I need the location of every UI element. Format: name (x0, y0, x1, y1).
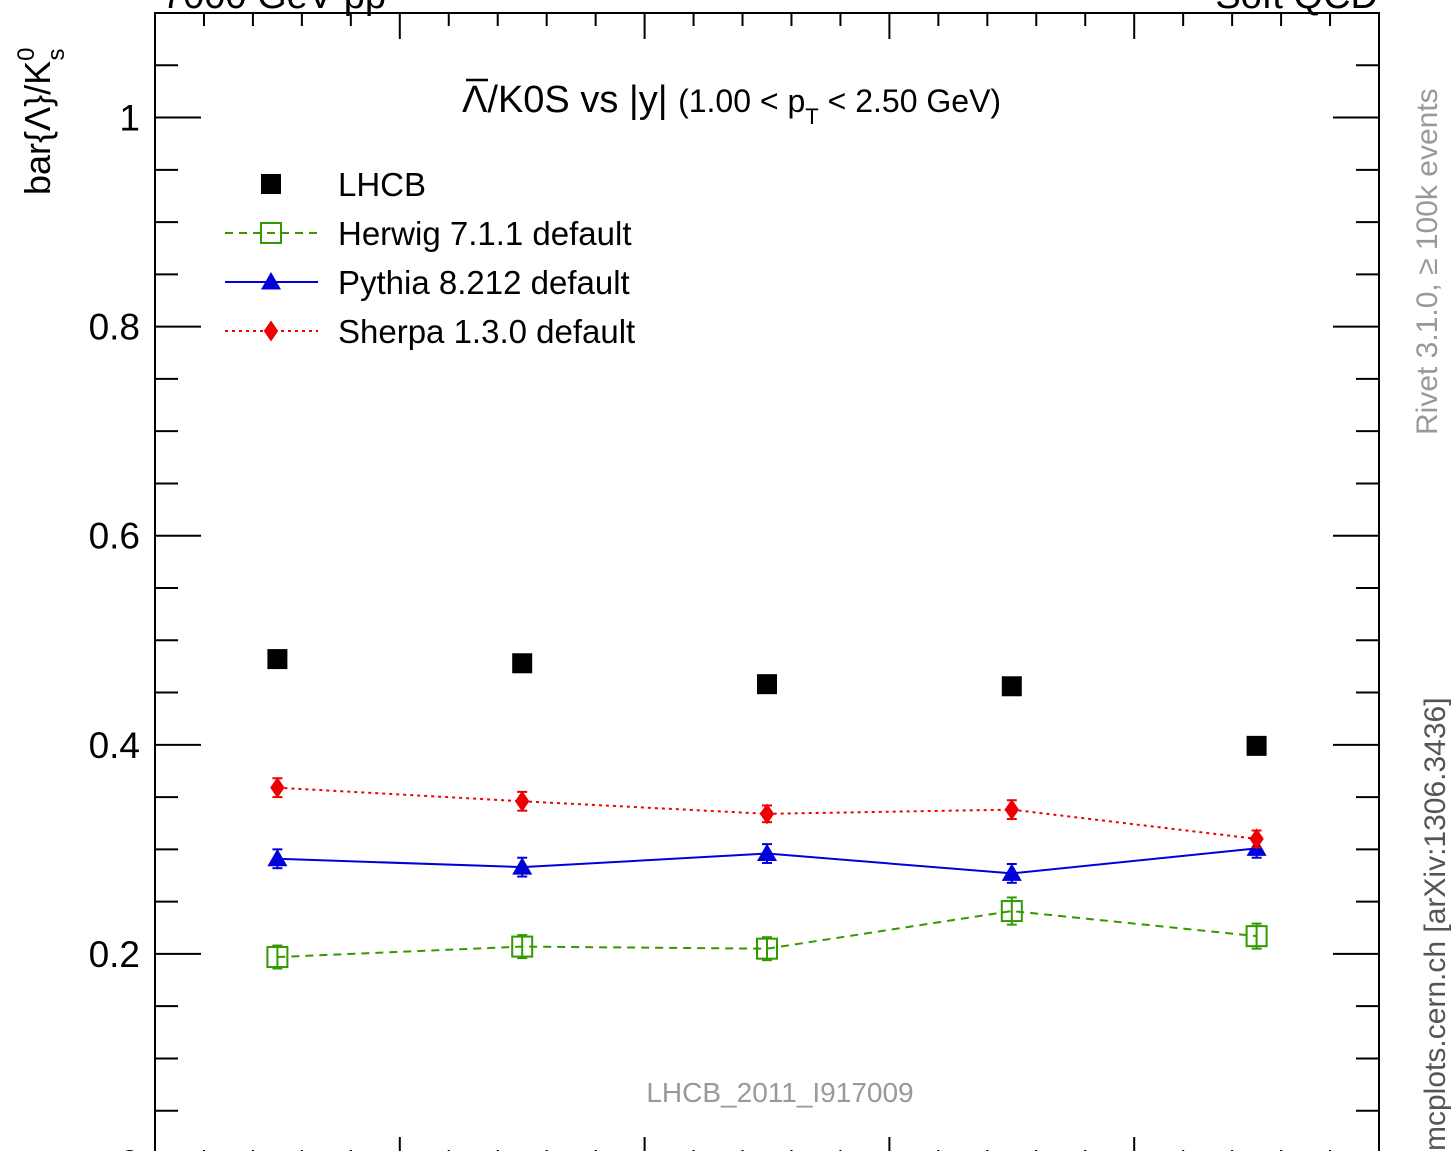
analysis-label: LHCB_2011_I917009 (646, 1077, 913, 1108)
series-line (277, 910, 1257, 959)
axis-ticks (155, 13, 1379, 1151)
marker-square (260, 222, 282, 244)
legend-label: Herwig 7.1.1 default (338, 215, 632, 252)
y-tick-label: 1 (119, 98, 140, 139)
legend-item: LHCB (261, 166, 426, 203)
series-pythia (267, 837, 1267, 884)
data-point (759, 803, 775, 825)
header-left: 7000 GeV pp (162, 0, 386, 17)
data-point (1000, 900, 1023, 923)
data-point (512, 653, 533, 674)
y-tick-label-zero: 0 (119, 1143, 140, 1151)
data-point (1246, 735, 1267, 756)
y-tick-label: 0.2 (89, 934, 140, 975)
data-point (512, 857, 533, 875)
mcplots-label: mcplots.cern.ch [arXiv:1306.3436] (1419, 697, 1452, 1151)
marker-square (1000, 900, 1023, 923)
data-point (261, 272, 281, 290)
legend: LHCB Herwig 7.1.1 default Pythia 8.212 def… (225, 166, 635, 350)
marker-square (266, 946, 289, 969)
data-point (261, 174, 281, 194)
series-layer (266, 649, 1268, 970)
y-axis-label-sub: s (43, 49, 70, 61)
legend-item: Sherpa 1.3.0 default (225, 313, 635, 350)
data-point (1249, 828, 1264, 850)
data-point (270, 777, 285, 799)
plot-title: Λ/K0S vs |y| (1.00 < pT < 2.50 GeV) (462, 79, 1001, 129)
plot-title-range: (1.00 < p (678, 83, 805, 119)
marker-square (1245, 925, 1268, 948)
y-tick-labels: 0.2 0.4 0.6 0.8 1 0 (89, 98, 140, 1151)
series-herwig (266, 896, 1268, 970)
y-tick-label: 0.8 (89, 307, 140, 348)
y-tick-label: 0.4 (89, 725, 140, 766)
header-right: Soft QCD (1215, 0, 1378, 17)
legend-item: Herwig 7.1.1 default (225, 215, 632, 252)
data-point (756, 937, 778, 960)
data-point (266, 946, 289, 969)
series-lhcb (267, 649, 1267, 756)
y-axis-label-main: bar{Λ}/K (17, 61, 58, 195)
data-point (1001, 863, 1022, 881)
marker-square (756, 937, 778, 960)
plot-title-sub: T (805, 104, 818, 129)
data-point (511, 935, 534, 958)
y-axis-label-sup: 0 (13, 48, 40, 61)
data-point (1004, 799, 1019, 821)
data-point (1001, 676, 1022, 697)
y-tick-label: 0.6 (89, 516, 140, 557)
data-point (757, 843, 777, 862)
y-axis-label: bar{Λ}/K0 s (13, 48, 70, 196)
plot-title-main: Λ/K0S vs |y| (462, 79, 668, 121)
data-point (260, 222, 282, 244)
legend-label: Sherpa 1.3.0 default (338, 313, 635, 350)
series-sherpa (270, 777, 1264, 850)
rivet-label: Rivet 3.1.0, ≥ 100k events (1411, 88, 1444, 435)
legend-label: LHCB (338, 166, 426, 203)
data-point (757, 674, 777, 695)
marker-square (511, 935, 534, 958)
plot-title-range-end: < 2.50 GeV) (819, 83, 1001, 119)
data-point (263, 320, 279, 342)
legend-label: Pythia 8.212 default (338, 264, 630, 301)
legend-item: Pythia 8.212 default (225, 264, 630, 301)
data-point (267, 649, 288, 670)
data-point (515, 790, 530, 812)
data-point (1245, 925, 1268, 948)
data-point (267, 848, 288, 867)
